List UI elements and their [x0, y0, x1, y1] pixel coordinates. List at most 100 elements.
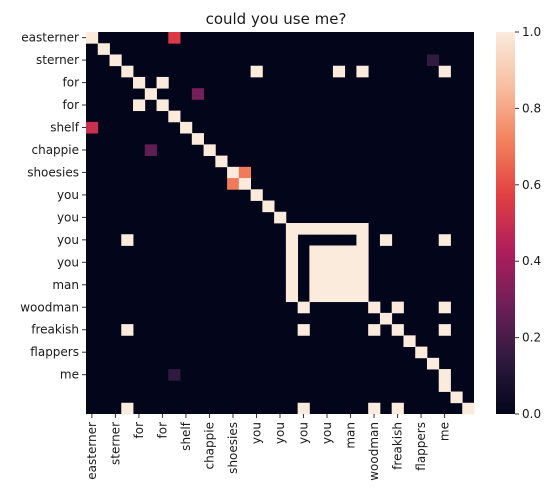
x-tick-label: you	[273, 422, 287, 444]
x-tick-label: for	[132, 422, 146, 439]
heatmap-cell	[297, 301, 310, 314]
heatmap-cell	[356, 234, 369, 246]
heatmap-cell	[297, 223, 310, 235]
y-tick-label: for	[63, 76, 80, 90]
heatmap-cell	[403, 335, 416, 347]
x-tick-label: you	[297, 422, 311, 444]
x-tick-label: flappers	[414, 422, 428, 471]
heatmap-cell	[121, 65, 134, 78]
heatmap-cell	[109, 54, 122, 67]
x-tick-label: shoesies	[226, 422, 240, 474]
x-tick-label: man	[344, 422, 358, 449]
y-tick-label: you	[57, 255, 79, 269]
y-tick-label: you	[57, 210, 79, 224]
heatmap-cell	[309, 267, 322, 280]
heatmap-cell	[344, 279, 357, 291]
colorbar	[496, 32, 515, 414]
heatmap-cell	[321, 223, 334, 235]
heatmap-cell	[156, 76, 169, 89]
heatmap-cell	[121, 402, 134, 415]
y-tick-label: flappers	[30, 345, 79, 359]
heatmap-cell	[309, 223, 322, 235]
heatmap-cell	[379, 312, 393, 325]
heatmap-cell	[309, 256, 322, 269]
heatmap-cell	[438, 324, 451, 336]
heatmap-cell	[250, 65, 263, 78]
colorbar-tick-label: 0.0	[522, 407, 541, 421]
y-tick-label: you	[57, 233, 79, 247]
heatmap-cell	[121, 234, 134, 246]
heatmap-cell	[462, 402, 475, 415]
heatmap-cell	[321, 267, 334, 280]
y-tick-label: freakish	[31, 323, 79, 337]
heatmap-cell	[415, 346, 428, 359]
heatmap-cell	[332, 223, 346, 235]
heatmap-cell	[297, 324, 310, 336]
x-tick-label: sterner	[108, 422, 122, 465]
colorbar-tick-label: 0.4	[522, 254, 541, 268]
y-tick-label: easterner	[21, 31, 79, 45]
heatmap-cell	[203, 144, 216, 156]
heatmap-cell	[344, 267, 357, 280]
heatmap-cell	[438, 380, 451, 392]
heatmap-cell	[297, 402, 310, 415]
heatmap-cell	[86, 121, 99, 134]
x-tick-label: freakish	[391, 422, 405, 470]
x-tick-label: me	[438, 422, 452, 441]
heatmap-cell	[215, 155, 228, 168]
heatmap-cell	[156, 99, 169, 112]
heatmap-cell	[86, 32, 99, 44]
colorbar-tick-label: 0.8	[522, 101, 541, 115]
x-tick-label: you	[249, 422, 263, 444]
heatmap-cell	[309, 245, 322, 258]
heatmap-cell	[144, 144, 157, 156]
heatmap-cell	[379, 234, 393, 246]
heatmap-cell	[356, 290, 369, 303]
x-tick-label: chappie	[202, 422, 216, 470]
heatmap-cell	[344, 290, 357, 303]
heatmap-cell	[391, 324, 404, 336]
y-tick-label: sterner	[36, 53, 79, 67]
x-tick-label: for	[155, 422, 169, 439]
heatmap-cell	[356, 256, 369, 269]
x-tick-label: you	[320, 422, 334, 444]
y-tick-label: man	[52, 278, 79, 292]
heatmap-cell	[238, 166, 252, 179]
y-tick-label: shelf	[50, 121, 80, 135]
heatmap-cell	[285, 267, 299, 280]
heatmap-cell	[368, 402, 381, 415]
heatmap-cell	[332, 256, 346, 269]
heatmap-cell	[332, 290, 346, 303]
heatmap-cell	[438, 234, 451, 246]
x-tick-label: woodman	[367, 422, 381, 481]
heatmap-cell	[250, 189, 263, 201]
heatmap-cell	[227, 178, 240, 190]
heatmap-cell	[274, 211, 287, 224]
heatmap-cell	[168, 110, 181, 123]
heatmap-cell	[391, 402, 404, 415]
y-tick-label: shoesies	[27, 165, 79, 179]
heatmap-cell	[168, 32, 181, 44]
heatmap-cell	[368, 301, 381, 314]
heatmap-cell	[144, 88, 157, 100]
y-tick-label: me	[60, 368, 79, 382]
heatmap-cell	[97, 43, 110, 55]
heatmap-cell	[321, 290, 334, 303]
heatmap-cell	[438, 369, 451, 381]
heatmap-cell	[356, 245, 369, 258]
heatmap-cell	[426, 357, 440, 370]
heatmap-cell	[227, 166, 240, 179]
colorbar-tick-label: 1.0	[522, 25, 541, 39]
heatmap-cell	[285, 223, 299, 235]
heatmap-cell	[344, 245, 357, 258]
heatmap-cell	[309, 290, 322, 303]
heatmap-cell	[321, 245, 334, 258]
y-tick-label: chappie	[31, 143, 79, 157]
heatmap-cell	[285, 279, 299, 291]
heatmap-cell	[309, 279, 322, 291]
heatmap-cell	[191, 88, 204, 100]
heatmap-cell	[332, 267, 346, 280]
heatmap-cell	[238, 178, 252, 190]
heatmap-cell	[332, 245, 346, 258]
